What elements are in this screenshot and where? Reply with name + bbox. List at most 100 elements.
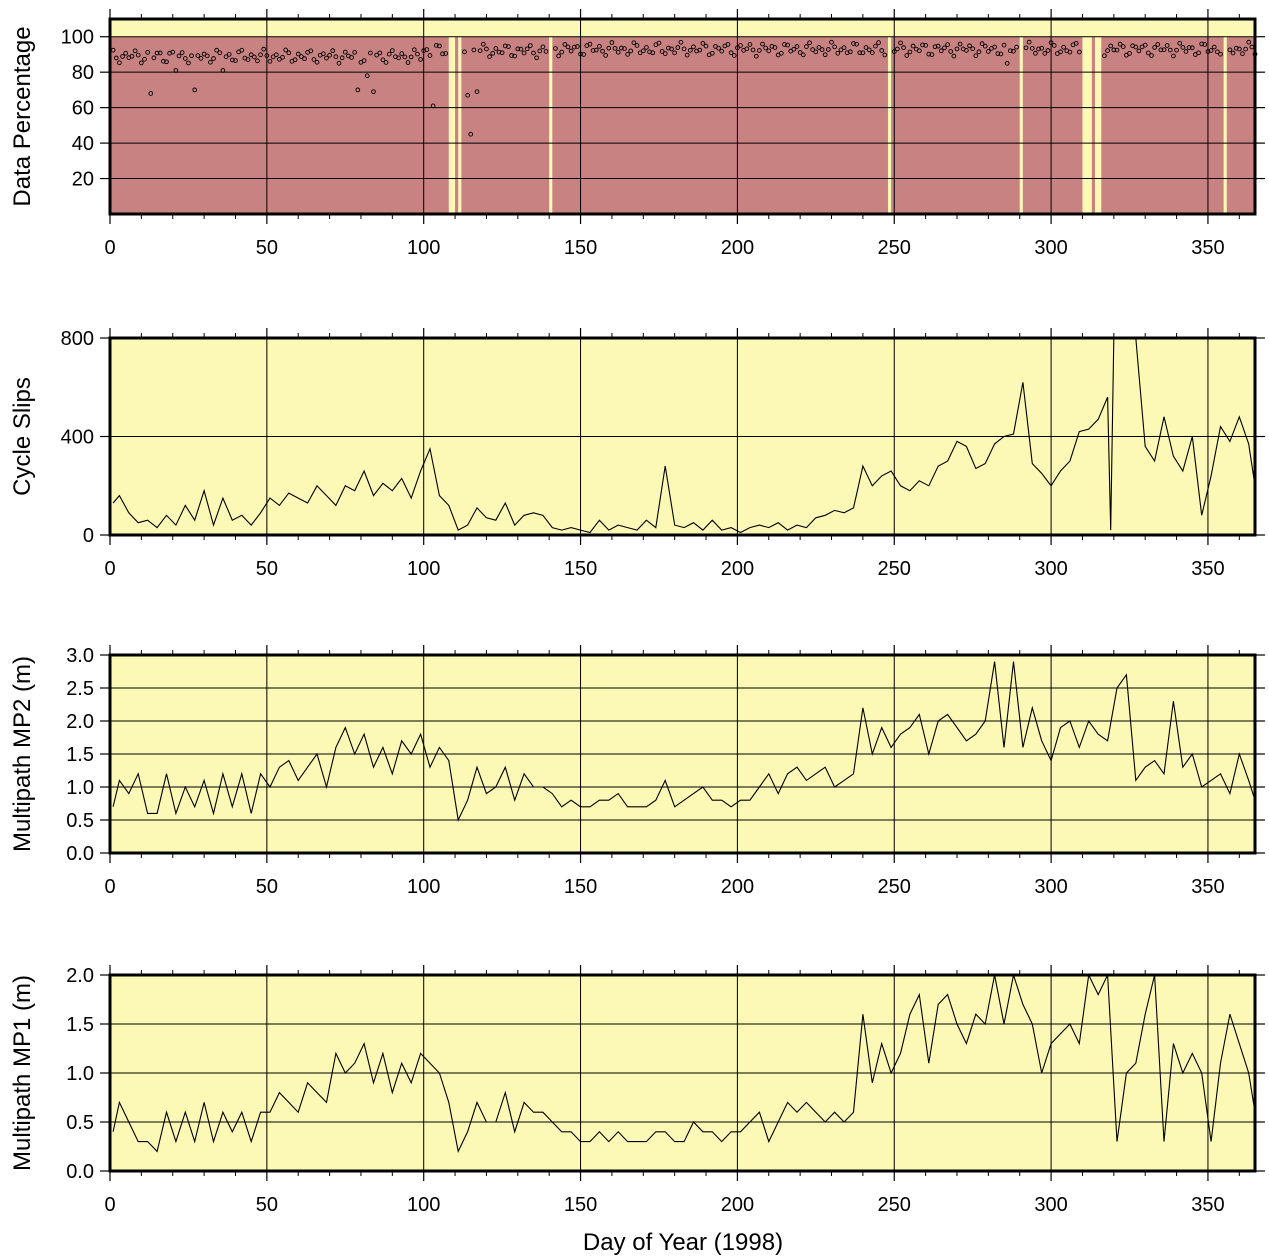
data-point: [157, 50, 163, 56]
data-gap: [1019, 36, 1023, 215]
data-point: [731, 53, 737, 58]
panel-multipath-mp1: 0 50 100 150 200 250 300 350 0.0 0.5 1.0 1.5 2.0 Mult…: [9, 965, 1265, 1216]
data-point: [951, 53, 957, 59]
data-point: [863, 45, 869, 50]
data-point: [628, 48, 634, 54]
data-point: [575, 44, 580, 49]
data-point: [311, 57, 317, 62]
data-point: [204, 53, 210, 59]
data-point: [499, 50, 505, 56]
data-point: [757, 48, 762, 53]
x-tick-label: 200: [721, 1194, 754, 1216]
data-point: [415, 51, 420, 57]
data-point: [932, 44, 938, 50]
data-point: [964, 48, 969, 53]
data-point: [512, 53, 518, 59]
data-point: [578, 51, 583, 57]
data-point: [484, 46, 489, 52]
data-point: [622, 46, 627, 51]
data-point: [411, 47, 417, 53]
data-point: [1180, 45, 1186, 50]
x-tick-label: 50: [256, 876, 278, 898]
data-point: [355, 87, 361, 93]
data-point: [672, 50, 678, 56]
data-point: [1011, 48, 1016, 54]
data-point: [1152, 45, 1157, 50]
data-point: [1199, 41, 1205, 47]
data-point: [1039, 45, 1045, 51]
x-tick-label: 50: [256, 558, 278, 580]
data-point: [662, 51, 668, 56]
data-point: [901, 45, 907, 51]
data-point: [418, 57, 423, 62]
data-point: [691, 44, 696, 50]
x-tick-label: 350: [1191, 237, 1224, 259]
data-point: [1133, 44, 1139, 50]
data-point: [625, 52, 630, 57]
data-point: [195, 53, 201, 58]
data-point: [308, 48, 314, 54]
data-point: [132, 48, 138, 54]
data-point: [383, 60, 389, 65]
data-point: [1230, 50, 1236, 56]
data-point: [1120, 44, 1126, 49]
data-point: [540, 44, 546, 50]
data-point: [534, 55, 539, 61]
data-point: [229, 57, 235, 63]
data-point: [1042, 51, 1048, 56]
data-point: [804, 44, 809, 49]
data-point: [139, 60, 144, 66]
series-line: [112, 661, 1256, 822]
data-point: [518, 46, 524, 52]
x-tick-label: 350: [1191, 558, 1224, 580]
data-point: [800, 52, 806, 58]
data-point: [659, 49, 665, 54]
data-point: [600, 48, 605, 54]
data-point: [615, 49, 621, 55]
data-point: [1158, 47, 1164, 53]
data-point: [258, 52, 263, 58]
data-point: [299, 54, 304, 59]
data-point: [1233, 45, 1239, 51]
data-point: [405, 60, 411, 65]
data-point: [270, 54, 276, 60]
x-tick-label: 0: [104, 237, 115, 259]
data-point: [273, 52, 279, 58]
data-point: [515, 46, 521, 52]
x-tick-label: 100: [407, 1194, 440, 1216]
data-point: [559, 49, 565, 55]
data-point: [891, 49, 897, 54]
y-tick-label: 20: [72, 169, 94, 191]
series-line: [112, 337, 1256, 534]
data-point: [1045, 48, 1051, 53]
data-point: [349, 55, 354, 60]
data-point: [170, 49, 176, 55]
data-point: [496, 49, 502, 55]
data-point: [135, 52, 141, 58]
data-point: [1067, 49, 1073, 55]
data-point: [778, 50, 784, 56]
data-point: [1076, 49, 1082, 55]
data-point: [562, 42, 568, 47]
data-point: [898, 40, 903, 46]
data-point: [832, 44, 837, 50]
data-point: [728, 50, 734, 56]
y-tick-label: 1.0: [66, 777, 94, 799]
data-point: [342, 49, 348, 55]
data-point: [1036, 46, 1041, 52]
data-point: [647, 49, 652, 55]
data-point: [847, 49, 853, 55]
data-point: [684, 52, 690, 58]
data-point: [1117, 41, 1123, 47]
y-axis-title: Multipath MP1 (m): [9, 975, 36, 1171]
data-point: [935, 43, 941, 49]
data-point: [248, 52, 254, 58]
data-point: [368, 50, 373, 56]
data-point: [876, 40, 881, 45]
data-point: [1208, 48, 1214, 53]
data-point: [916, 48, 922, 54]
data-point: [675, 45, 681, 50]
data-point: [873, 43, 878, 49]
y-tick-label: 2.0: [66, 711, 94, 733]
data-point: [807, 40, 812, 46]
